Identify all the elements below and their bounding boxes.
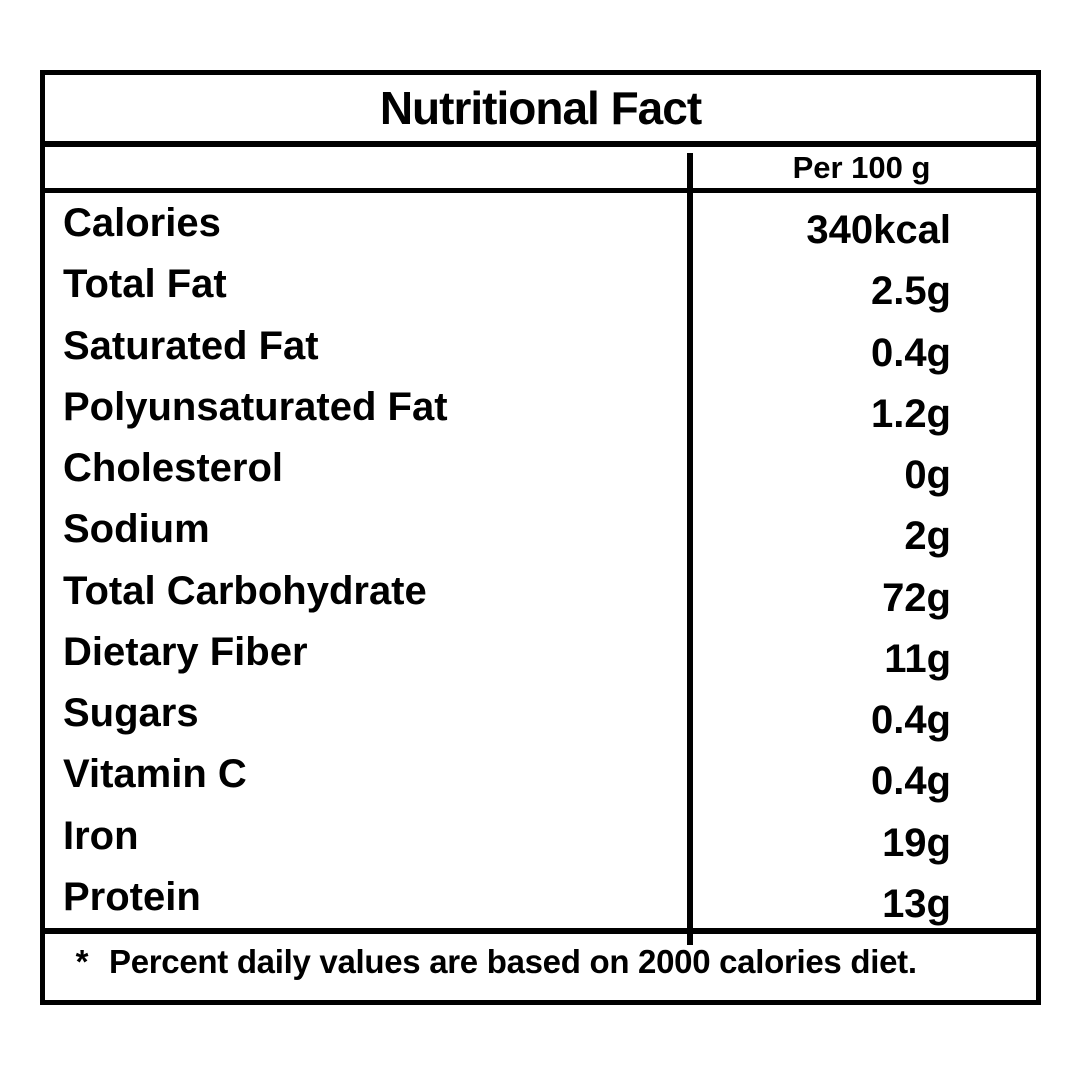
nutrient-name: Polyunsaturated Fat (63, 384, 448, 429)
nutrient-value: 0.4g (870, 698, 951, 743)
nutrient-name: Vitamin C (63, 752, 247, 797)
column-header-row: Per 100 g (45, 147, 1036, 193)
nutrient-value: 2.5g (870, 269, 951, 314)
nutrient-row: Total Carbohydrate 72g (45, 561, 1036, 622)
nutrient-row: Iron 19g (45, 806, 1036, 867)
nutrient-name: Total Fat (63, 262, 227, 307)
nutrient-value: 2g (904, 514, 951, 559)
nutrient-name: Total Carbohydrate (63, 568, 427, 613)
nutrient-name: Dietary Fiber (63, 629, 308, 674)
nutrient-value: 0.4g (870, 330, 951, 375)
nutrient-value: 11g (884, 636, 951, 681)
nutrient-row: Dietary Fiber 11g (45, 622, 1036, 683)
nutrient-value: 72g (882, 575, 951, 620)
nutrition-facts-label: Nutritional Fact Per 100 g Calories 340k… (40, 70, 1041, 1005)
nutrient-table-body: Calories 340kcal Total Fat 2.5g Saturate… (45, 193, 1036, 928)
nutrient-value: 0.4g (870, 759, 951, 804)
nutrient-value: 0g (904, 453, 951, 498)
nutrient-name: Calories (63, 201, 221, 246)
nutrient-row: Vitamin C 0.4g (45, 744, 1036, 805)
per-100g-column-header: Per 100 g (792, 149, 931, 185)
nutrient-value: 13g (882, 881, 951, 926)
nutrient-row: Cholesterol 0g (45, 438, 1036, 499)
nutrient-name: Sodium (63, 507, 210, 552)
nutrient-name: Sugars (63, 691, 199, 736)
footnote-asterisk-marker: * (75, 942, 89, 980)
footnote: * Percent daily values are based on 2000… (45, 928, 1036, 989)
column-divider-line (687, 153, 693, 945)
nutrient-name: Iron (63, 813, 139, 858)
label-title: Nutritional Fact (45, 75, 1036, 147)
nutrient-name: Saturated Fat (63, 323, 319, 368)
nutrient-row: Sugars 0.4g (45, 683, 1036, 744)
footnote-text: Percent daily values are based on 2000 c… (109, 942, 917, 980)
nutrient-value: 1.2g (870, 391, 951, 436)
nutrient-row: Saturated Fat 0.4g (45, 316, 1036, 377)
nutrient-row: Protein 13g (45, 867, 1036, 928)
nutrient-row: Total Fat 2.5g (45, 254, 1036, 315)
nutrient-row: Sodium 2g (45, 499, 1036, 560)
nutrient-name: Protein (63, 874, 201, 919)
nutrient-row: Calories 340kcal (45, 193, 1036, 254)
nutrient-row: Polyunsaturated Fat 1.2g (45, 377, 1036, 438)
nutrient-value: 340kcal (806, 208, 951, 253)
header-spacer-cell (45, 147, 687, 188)
nutrient-name: Cholesterol (63, 446, 284, 491)
nutrient-value: 19g (882, 820, 951, 865)
